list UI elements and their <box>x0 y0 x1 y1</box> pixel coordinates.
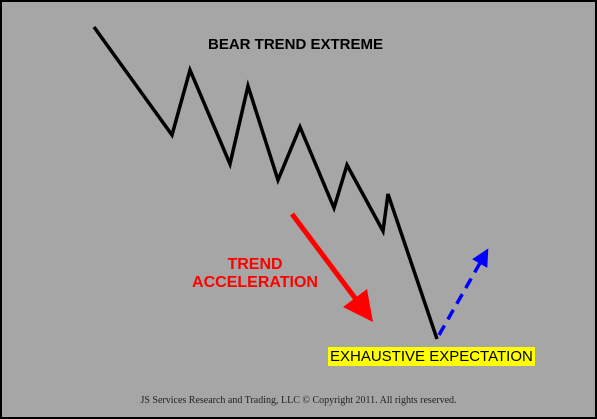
copyright-notice: JS Services Research and Trading, LLC © … <box>140 395 457 406</box>
trend-acceleration-label: TREND ACCELERATION <box>190 256 320 292</box>
trend-acceleration-arrow <box>290 212 373 322</box>
reversal-expectation-arrow <box>437 248 489 336</box>
diagram-title: BEAR TREND EXTREME <box>208 36 384 53</box>
exhaustive-expectation-label: EXHAUSTIVE EXPECTATION <box>328 347 535 366</box>
trend-acceleration-label-line-2: ACCELERATION <box>192 274 318 291</box>
bear-trend-price-line <box>92 25 439 340</box>
trend-acceleration-label-line-1: TREND <box>227 256 283 273</box>
